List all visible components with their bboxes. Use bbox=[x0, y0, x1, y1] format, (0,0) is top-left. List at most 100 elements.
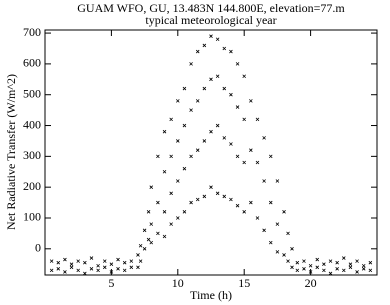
point bbox=[215, 37, 220, 42]
point bbox=[146, 237, 151, 242]
point bbox=[275, 250, 280, 254]
point bbox=[229, 197, 233, 202]
point bbox=[63, 270, 67, 274]
point bbox=[136, 253, 140, 257]
x-tick-label: 5 bbox=[108, 276, 114, 290]
point bbox=[149, 185, 154, 189]
point bbox=[335, 267, 339, 271]
point bbox=[286, 259, 290, 263]
point bbox=[368, 268, 373, 273]
point bbox=[235, 154, 240, 159]
point bbox=[275, 222, 280, 226]
y-axis-label: Net Radiative Transfer (W/m^2) bbox=[4, 74, 18, 230]
point bbox=[116, 257, 120, 262]
point bbox=[136, 265, 140, 270]
point bbox=[169, 117, 173, 122]
point bbox=[290, 247, 294, 251]
point bbox=[109, 270, 114, 274]
point bbox=[209, 129, 213, 134]
plot-frame bbox=[44, 29, 378, 276]
point bbox=[129, 265, 134, 270]
point bbox=[295, 268, 300, 273]
point bbox=[229, 142, 233, 146]
point bbox=[129, 259, 134, 263]
point bbox=[268, 154, 273, 159]
point bbox=[262, 228, 266, 233]
x-axis-label: Time (h) bbox=[190, 288, 232, 302]
point bbox=[215, 74, 220, 79]
point bbox=[255, 216, 260, 220]
point bbox=[96, 263, 100, 268]
point bbox=[255, 160, 260, 165]
point bbox=[235, 62, 240, 66]
point bbox=[215, 123, 220, 128]
point bbox=[348, 262, 353, 266]
point bbox=[195, 99, 200, 103]
point bbox=[209, 77, 213, 82]
point bbox=[249, 200, 253, 205]
point bbox=[290, 265, 294, 270]
point bbox=[202, 139, 207, 143]
point bbox=[122, 268, 127, 273]
point bbox=[308, 263, 313, 268]
point bbox=[268, 240, 273, 245]
point bbox=[122, 260, 127, 265]
y-tick-label: 100 bbox=[23, 210, 41, 224]
point bbox=[138, 259, 143, 263]
point bbox=[322, 268, 326, 273]
point bbox=[169, 222, 173, 226]
point bbox=[142, 247, 147, 251]
point bbox=[182, 166, 187, 171]
point bbox=[222, 46, 227, 51]
point bbox=[102, 265, 107, 270]
point bbox=[286, 231, 290, 236]
point bbox=[368, 260, 373, 265]
point bbox=[209, 34, 213, 38]
point bbox=[242, 210, 246, 214]
point bbox=[89, 267, 94, 271]
y-tick-label: 200 bbox=[23, 179, 41, 193]
point bbox=[182, 86, 187, 91]
point bbox=[189, 200, 193, 205]
point bbox=[162, 234, 167, 239]
y-tick-label: 700 bbox=[23, 25, 41, 39]
point bbox=[268, 200, 273, 205]
point bbox=[222, 194, 227, 199]
y-tick-label: 500 bbox=[23, 86, 41, 100]
point bbox=[262, 179, 266, 183]
point bbox=[328, 259, 333, 263]
point bbox=[142, 228, 147, 233]
point bbox=[282, 210, 286, 214]
point bbox=[195, 148, 200, 152]
point bbox=[49, 259, 54, 263]
chart-subtitle: typical meteorological year bbox=[145, 13, 276, 27]
point bbox=[361, 267, 366, 271]
point bbox=[229, 92, 233, 97]
point bbox=[102, 259, 107, 263]
point bbox=[169, 191, 173, 196]
point bbox=[195, 197, 200, 202]
x-tick-label: 10 bbox=[172, 276, 184, 290]
x-tick-label: 20 bbox=[305, 276, 317, 290]
point bbox=[182, 210, 187, 214]
point bbox=[222, 86, 227, 91]
point bbox=[322, 262, 326, 266]
point bbox=[189, 108, 193, 112]
x-tick-label: 15 bbox=[238, 276, 250, 290]
point bbox=[189, 154, 193, 159]
point bbox=[56, 267, 61, 271]
point bbox=[255, 117, 260, 122]
point bbox=[83, 260, 87, 265]
point bbox=[335, 260, 339, 265]
point bbox=[149, 222, 154, 226]
point bbox=[149, 240, 154, 245]
point bbox=[262, 136, 266, 140]
point bbox=[56, 260, 61, 265]
point bbox=[63, 257, 67, 262]
point bbox=[96, 268, 100, 273]
point bbox=[242, 117, 246, 122]
point bbox=[76, 259, 80, 263]
point bbox=[182, 123, 187, 128]
point bbox=[69, 262, 74, 266]
